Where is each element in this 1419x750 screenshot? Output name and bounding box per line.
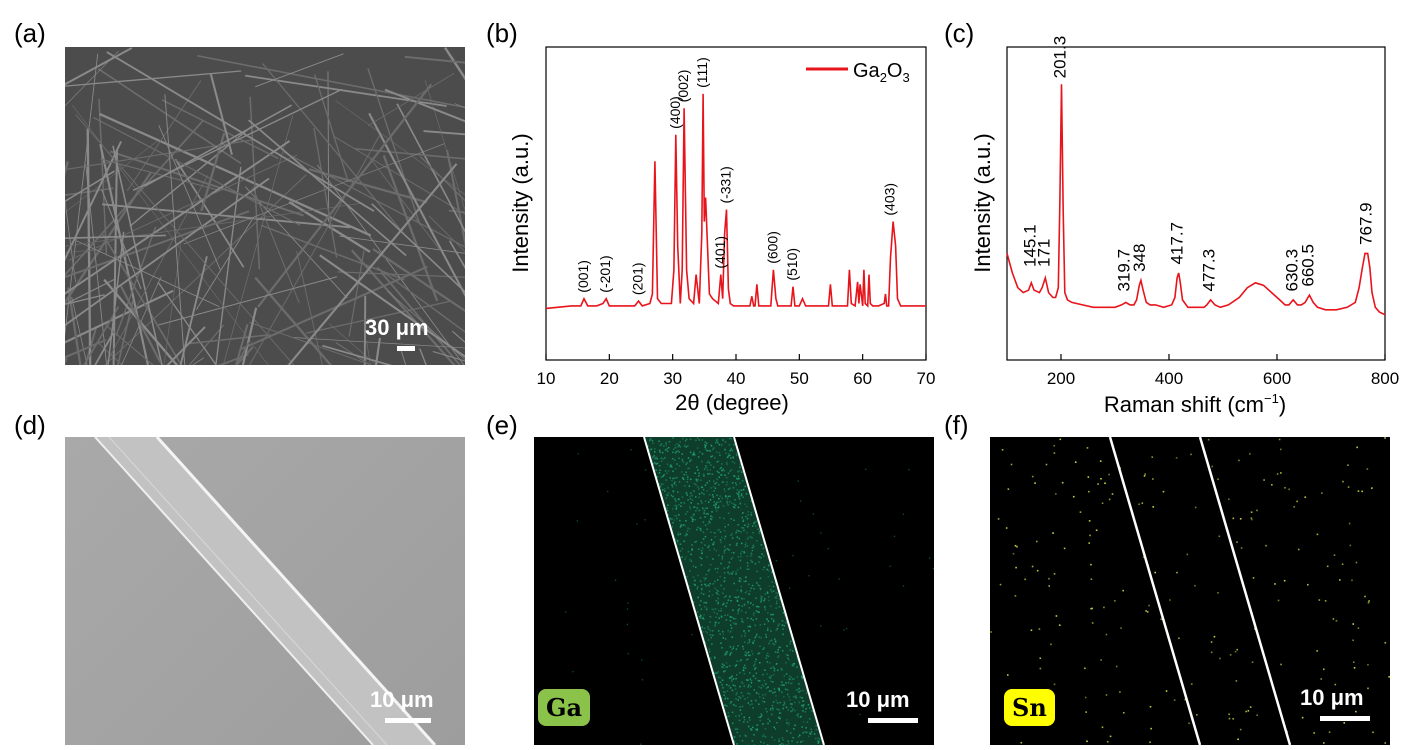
peak-annotation: 660.5: [1299, 244, 1318, 287]
peak-annotation: 767.9: [1357, 202, 1376, 245]
peak-annotation: 417.7: [1168, 222, 1187, 265]
eds-map-sn: Sn 10 μm: [990, 437, 1390, 745]
x-tick-label: 20: [600, 369, 619, 388]
peak-annotation: 348: [1130, 244, 1149, 272]
ga-distribution: [543, 437, 934, 745]
raman-plot-frame: [1006, 46, 1386, 361]
nanobelt-shape: [94, 437, 437, 745]
raman-series-line: [1006, 84, 1386, 316]
element-badge-sn: Sn: [1004, 689, 1055, 726]
x-tick-label: 800: [1371, 369, 1399, 388]
raman-y-axis-label: Intensity (a.u.): [970, 133, 995, 272]
nanowire-texture: [65, 47, 465, 365]
xrd-plot-frame: [545, 46, 927, 361]
scale-bar-label-e: 10 μm: [846, 687, 910, 712]
peak-annotation: (-201): [597, 255, 613, 292]
scale-bar-f: [1320, 716, 1370, 721]
peak-annotation: 145.1: [1020, 224, 1039, 267]
peak-annotation: (510): [784, 248, 800, 281]
scale-bar-label-a: 30 μm: [365, 315, 429, 340]
scale-bar-e: [868, 718, 918, 723]
peak-annotation: 477.3: [1200, 249, 1219, 292]
sem-image-nanowire-network: 30 μm: [65, 47, 465, 365]
element-badge-ga: Ga: [538, 689, 591, 726]
panel-label-b: (b): [486, 18, 518, 48]
peak-annotation: (111): [694, 57, 710, 88]
scale-bar-a: [397, 346, 415, 351]
peak-annotation: (002): [675, 70, 691, 103]
peak-annotation: 201.3: [1051, 36, 1070, 79]
panel-label-d: (d): [14, 410, 46, 440]
scale-bar-label-d: 10 μm: [370, 687, 434, 712]
x-tick-label: 50: [790, 369, 809, 388]
peak-annotation: (403): [882, 183, 898, 216]
xrd-y-axis-label: Intensity (a.u.): [508, 133, 533, 272]
peak-annotation: (001): [575, 260, 591, 293]
x-tick-label: 40: [727, 369, 746, 388]
sem-image-single-nanobelt: 10 μm: [65, 437, 465, 745]
peak-annotation: (201): [629, 262, 645, 295]
raman-x-axis-label: Raman shift (cm−1): [1104, 391, 1286, 417]
sn-distribution: [990, 437, 1390, 745]
scale-bar-label-f: 10 μm: [1300, 685, 1364, 710]
panel-label-a: (a): [14, 18, 46, 48]
peak-annotation: 319.7: [1115, 249, 1134, 292]
xrd-x-axis-label: 2θ (degree): [675, 390, 789, 415]
peak-annotation: (401): [712, 236, 728, 269]
x-tick-label: 30: [663, 369, 682, 388]
x-tick-label: 400: [1155, 369, 1183, 388]
peak-annotation: 630.3: [1282, 249, 1301, 292]
eds-map-ga: Ga 10 μm: [534, 437, 934, 745]
xrd-series-line: [545, 93, 926, 310]
scale-bar-d: [385, 718, 431, 723]
panel-label-c: (c): [944, 18, 975, 48]
legend-label-ga2o3: Ga2O3: [853, 60, 910, 85]
panel-label-e: (e): [486, 410, 518, 440]
x-tick-label: 70: [917, 369, 936, 388]
x-tick-label: 60: [853, 369, 872, 388]
peak-annotation: (-331): [718, 166, 734, 203]
x-tick-label: 600: [1263, 369, 1291, 388]
x-tick-label: 200: [1047, 369, 1075, 388]
peak-annotation: (400): [667, 96, 683, 129]
peak-annotation: 171: [1034, 239, 1053, 267]
peak-annotation: (600): [764, 231, 780, 264]
x-tick-label: 10: [537, 369, 556, 388]
panel-label-f: (f): [944, 410, 969, 440]
